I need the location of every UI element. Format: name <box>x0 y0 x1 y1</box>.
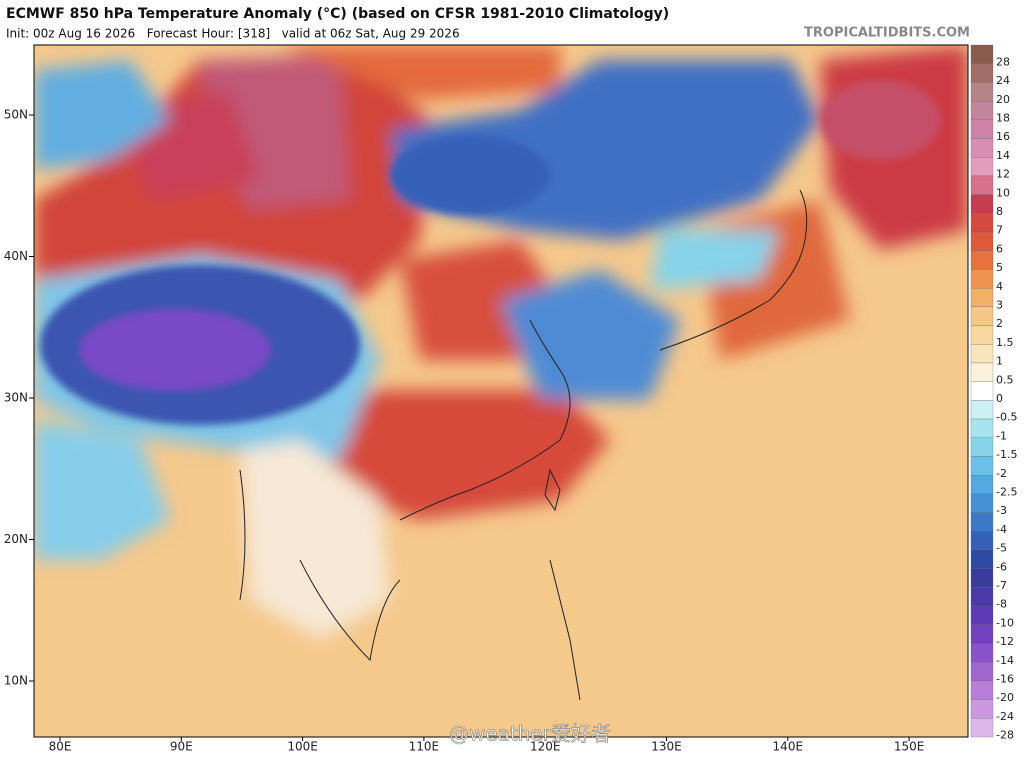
cold-core <box>40 80 940 425</box>
colorbar-swatch <box>970 63 994 83</box>
colorbar-label: -3 <box>996 504 1007 517</box>
colorbar-swatch <box>970 44 994 64</box>
colorbar-label: 14 <box>996 149 1010 162</box>
colorbar-swatch <box>970 605 994 625</box>
colorbar-label: 12 <box>996 168 1010 181</box>
coastlines <box>239 189 808 701</box>
colorbar-label: -8 <box>996 598 1007 611</box>
colorbar-swatch <box>970 718 994 738</box>
colorbar-swatch <box>970 119 994 139</box>
subtitle: Init: 00z Aug 16 2026 Forecast Hour: [31… <box>6 27 460 41</box>
colorbar-label: 5 <box>996 261 1003 274</box>
colorbar-swatch <box>970 231 994 251</box>
longitude-label: 150E <box>894 740 925 754</box>
title: ECMWF 850 hPa Temperature Anomaly (°C) (… <box>6 6 669 22</box>
colorbar-swatch <box>970 437 994 457</box>
colorbar-swatch <box>970 456 994 476</box>
longitude-labels: 80E 90E 100E 110E 120E 130E 140E 150E <box>49 737 925 754</box>
colorbar-swatch <box>970 100 994 120</box>
longitude-label: 110E <box>409 740 440 754</box>
colorbar-label: 6 <box>996 242 1003 255</box>
colorbar-label: -5 <box>996 542 1007 555</box>
colorbar-swatch <box>970 549 994 569</box>
colorbar-swatch <box>970 213 994 233</box>
longitude-label: 130E <box>651 740 682 754</box>
colorbar-swatch <box>970 325 994 345</box>
colorbar-swatch <box>970 306 994 326</box>
colorbar-swatch <box>970 344 994 364</box>
colorbar-swatch <box>970 475 994 495</box>
colorbar-label: -6 <box>996 560 1007 573</box>
colorbar-label: -10 <box>996 616 1014 629</box>
colorbar-label: 10 <box>996 186 1010 199</box>
colorbar-swatch <box>970 531 994 551</box>
latitude-labels: 50N 40N 30N 20N 10N <box>4 108 34 688</box>
colorbar-label: 4 <box>996 280 1003 293</box>
colorbar-label: -14 <box>996 654 1014 667</box>
colorbar-label: 16 <box>996 130 1010 143</box>
colorbar-label: -16 <box>996 673 1014 686</box>
colorbar-swatch <box>970 381 994 401</box>
colorbar-swatch <box>970 287 994 307</box>
colorbar-label: 1 <box>996 355 1003 368</box>
longitude-label: 80E <box>49 740 72 754</box>
colorbar-label: -0.5 <box>996 411 1017 424</box>
colorbar-swatch <box>970 587 994 607</box>
colorbar-label: -28 <box>996 729 1014 742</box>
colorbar-label: -2 <box>996 467 1007 480</box>
colorbar-swatch <box>970 138 994 158</box>
longitude-label: 140E <box>773 740 804 754</box>
longitude-label: 90E <box>170 740 193 754</box>
colorbar-label: 18 <box>996 111 1010 124</box>
colorbar-label: -20 <box>996 691 1014 704</box>
colorbar-label: 3 <box>996 298 1003 311</box>
watermark: @weather爱好者 <box>449 722 611 746</box>
colorbar-swatch <box>970 624 994 644</box>
latitude-label: 50N <box>4 108 28 122</box>
colorbar-swatch <box>970 662 994 682</box>
colorbar-label: -1 <box>996 429 1007 442</box>
colorbar-label: -24 <box>996 710 1014 723</box>
anomaly-field <box>34 45 968 737</box>
colorbar-label: 24 <box>996 74 1010 87</box>
latitude-label: 20N <box>4 532 28 546</box>
colorbar-swatch <box>970 194 994 214</box>
colorbar-label: -2.5 <box>996 486 1017 499</box>
longitude-label: 120E <box>530 740 561 754</box>
colorbar-swatch <box>970 362 994 382</box>
colorbar: 28 24 20 18 16 14 12 10 8 7 6 5 4 3 2 1.5 1 0.5 0 -0.5 -1 -1.… <box>970 44 1017 742</box>
colorbar-swatch <box>970 418 994 438</box>
colorbar-swatch <box>970 680 994 700</box>
colorbar-swatch <box>970 699 994 719</box>
longitude-label: 100E <box>287 740 318 754</box>
colorbar-swatch <box>970 568 994 588</box>
colorbar-label: 8 <box>996 205 1003 218</box>
colorbar-label: -7 <box>996 579 1007 592</box>
colorbar-swatch <box>970 493 994 513</box>
latitude-label: 30N <box>4 391 28 405</box>
colorbar-label: 20 <box>996 93 1010 106</box>
colorbar-label: 2 <box>996 317 1003 330</box>
colorbar-label: 28 <box>996 55 1010 68</box>
colorbar-swatch <box>970 512 994 532</box>
latitude-label: 40N <box>4 249 28 263</box>
source: TROPICALTIDBITS.COM <box>804 26 970 41</box>
colorbar-swatch <box>970 175 994 195</box>
colorbar-label: -12 <box>996 635 1014 648</box>
map-frame <box>33 44 969 738</box>
colorbar-label: 7 <box>996 224 1003 237</box>
colorbar-label: -1.5 <box>996 448 1017 461</box>
colorbar-swatch <box>970 643 994 663</box>
colorbar-swatch <box>970 269 994 289</box>
colorbar-swatch <box>970 250 994 270</box>
latitude-label: 10N <box>4 674 28 688</box>
colorbar-swatch <box>970 400 994 420</box>
colorbar-swatch <box>970 82 994 102</box>
colorbar-label: -4 <box>996 523 1007 536</box>
colorbar-label: 0.5 <box>996 373 1014 386</box>
colorbar-swatch <box>970 157 994 177</box>
colorbar-label: 0 <box>996 392 1003 405</box>
colorbar-label: 1.5 <box>996 336 1014 349</box>
